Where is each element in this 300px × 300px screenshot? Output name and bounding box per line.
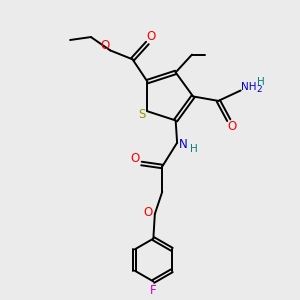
Text: O: O: [144, 206, 153, 219]
Text: 2: 2: [256, 85, 262, 94]
Text: N: N: [179, 138, 188, 151]
Text: O: O: [146, 30, 156, 43]
Text: H: H: [190, 144, 197, 154]
Text: O: O: [130, 152, 140, 165]
Text: NH: NH: [241, 82, 257, 92]
Text: S: S: [139, 108, 146, 121]
Text: O: O: [100, 39, 110, 52]
Text: O: O: [228, 120, 237, 133]
Text: F: F: [150, 284, 157, 297]
Text: H: H: [257, 76, 265, 87]
